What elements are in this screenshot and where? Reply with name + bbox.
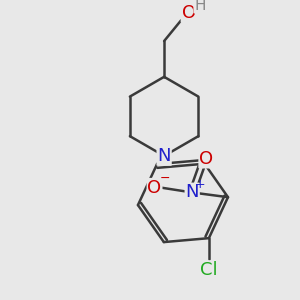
Text: −: −	[160, 172, 170, 185]
Text: O: O	[148, 179, 162, 197]
Text: Cl: Cl	[200, 261, 218, 279]
Text: O: O	[182, 4, 196, 22]
Text: +: +	[194, 178, 205, 190]
Text: O: O	[199, 150, 213, 168]
Text: N: N	[158, 147, 171, 165]
Text: H: H	[194, 0, 206, 13]
Text: N: N	[185, 184, 199, 202]
